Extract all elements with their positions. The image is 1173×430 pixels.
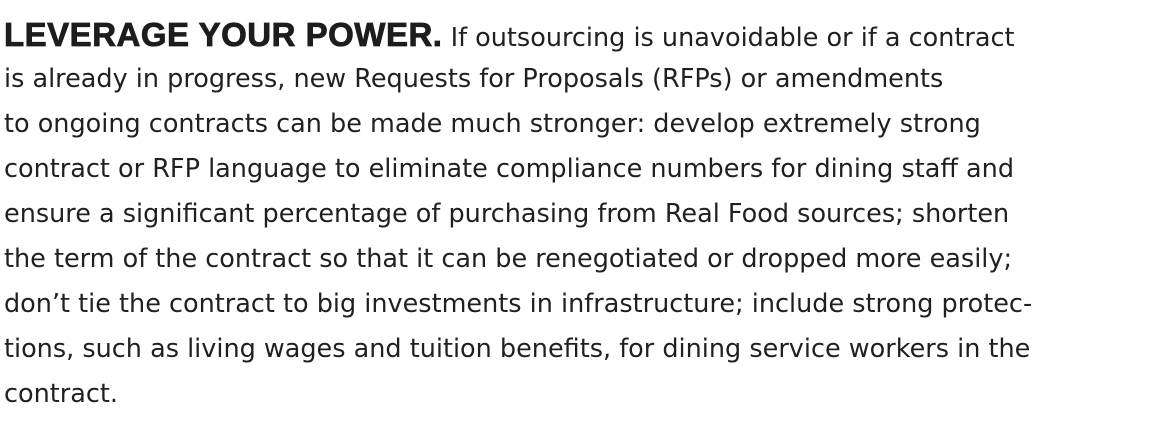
text-line: LEVERAGE YOUR POWER. If outsourcing is u…: [4, 12, 1173, 57]
text-line-body: If outsourcing is unavoidable or if a co…: [450, 23, 1015, 53]
text-line: contract.: [4, 379, 119, 409]
text-line: ensure a significant percentage of purch…: [4, 199, 1010, 229]
text-line: tions, such as living wages and tuition …: [4, 334, 1031, 364]
text-line: to ongoing contracts can be made much st…: [4, 109, 981, 139]
text-line: the term of the contract so that it can …: [4, 244, 1013, 274]
text-line: contract or RFP language to eliminate co…: [4, 154, 1015, 184]
heading: LEVERAGE YOUR POWER.: [4, 16, 443, 54]
text-line: don’t tie the contract to big investment…: [4, 289, 1033, 319]
text-line: is already in progress, new Requests for…: [4, 64, 944, 94]
